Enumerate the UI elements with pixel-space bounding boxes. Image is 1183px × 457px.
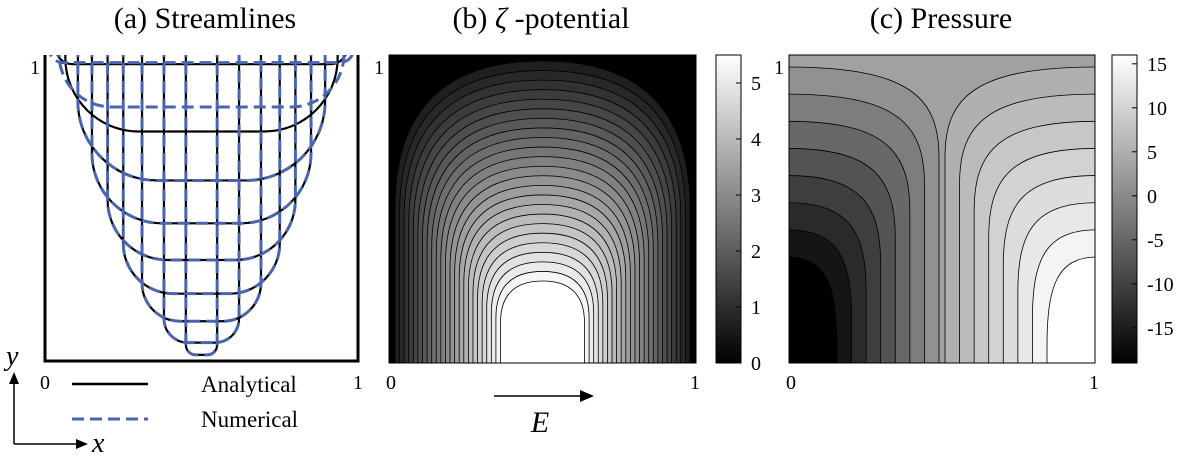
pressure-colorbar-tick-label: -10	[1147, 274, 1174, 296]
numerical-streamline	[76, 55, 327, 182]
panel-a-xtick-1: 1	[353, 372, 363, 394]
analytical-streamline	[56, 55, 347, 66]
field-arrow: E	[494, 390, 594, 439]
panel-c-xtick-0: 0	[786, 372, 796, 394]
numerical-streamline	[49, 55, 354, 65]
panel-b-colorbar: 0 1 2 3 4 5	[715, 54, 761, 375]
panel-a-plot: 1 0 1	[30, 55, 363, 394]
pressure-colorbar-scale	[1111, 54, 1138, 364]
arrow-right-icon	[76, 439, 88, 449]
zeta-contour	[500, 280, 585, 363]
numerical-streamline	[162, 55, 241, 345]
pressure-low-contour	[789, 256, 838, 363]
numerical-streamline	[57, 55, 346, 109]
field-label: E	[530, 406, 549, 439]
zeta-potential-contours	[389, 55, 696, 363]
panel-c-title: (c) Pressure	[870, 2, 1012, 35]
pressure-contours	[789, 55, 1095, 363]
zeta-colorbar-scale	[715, 54, 742, 364]
panel-b-xtick-1: 1	[690, 372, 700, 394]
pressure-colorbar-tick-label: 15	[1147, 54, 1167, 76]
numerical-streamline	[140, 55, 263, 323]
x-axis-label: x	[91, 428, 105, 457]
panel-b-xtick-0: 0	[386, 372, 396, 394]
zeta-colorbar-tick-label: 1	[751, 297, 761, 319]
pressure-colorbar-tick-label: 10	[1147, 98, 1167, 120]
analytical-streamline	[140, 55, 263, 323]
panel-b-ytick-1: 1	[374, 57, 384, 79]
panel-c-colorbar: 15 10 5 0 -5 -10 -15	[1111, 54, 1174, 364]
zeta-colorbar-tick-label: 2	[751, 241, 761, 263]
panel-a-title: (a) Streamlines	[114, 2, 296, 35]
analytical-streamline	[106, 55, 297, 262]
legend-label-analytical: Analytical	[201, 372, 297, 397]
panel-b-title: (b) ζ -potential	[452, 2, 629, 35]
zeta-colorbar-tick-label: 5	[751, 73, 761, 95]
numerical-streamline	[121, 55, 282, 296]
zeta-colorbar-tick-label: 3	[751, 185, 761, 207]
numerical-streamline	[90, 55, 313, 225]
channel-walls	[43, 55, 360, 363]
legend-label-numerical: Numerical	[201, 407, 298, 432]
streamlines-group	[49, 55, 354, 357]
numerical-streamline	[106, 55, 297, 262]
zeta-colorbar-tick-label: 0	[751, 353, 761, 375]
analytical-streamline	[184, 55, 219, 356]
axis-arrows: y x	[3, 341, 105, 457]
pressure-colorbar-tick-label: 5	[1147, 142, 1157, 164]
zeta-colorbar-tick-label: 4	[751, 129, 761, 151]
panel-b-plot: 1 0 1 0 1 2 3 4 5	[374, 54, 761, 394]
arrow-up-icon	[9, 372, 19, 384]
arrow-right-icon	[580, 390, 594, 402]
panel-c-ytick-1: 1	[774, 57, 784, 79]
legend: Analytical Numerical	[72, 372, 298, 432]
panel-c-plot: 1 0 1 15 10 5 0 -5 -10 -15	[774, 54, 1174, 394]
analytical-streamline	[90, 55, 313, 225]
numerical-streamline	[184, 55, 219, 357]
pressure-colorbar-tick-label: -5	[1147, 230, 1164, 252]
pressure-high-contour	[1046, 256, 1095, 363]
pressure-colorbar-tick-label: -15	[1147, 318, 1174, 340]
panel-a-xtick-0: 0	[40, 372, 50, 394]
y-axis-label: y	[3, 341, 19, 372]
pressure-colorbar-tick-label: 0	[1147, 186, 1157, 208]
panel-a-ytick-1: 1	[30, 57, 40, 79]
analytical-streamline	[162, 55, 241, 344]
analytical-streamline	[76, 55, 327, 182]
panel-c-xtick-1: 1	[1089, 372, 1099, 394]
